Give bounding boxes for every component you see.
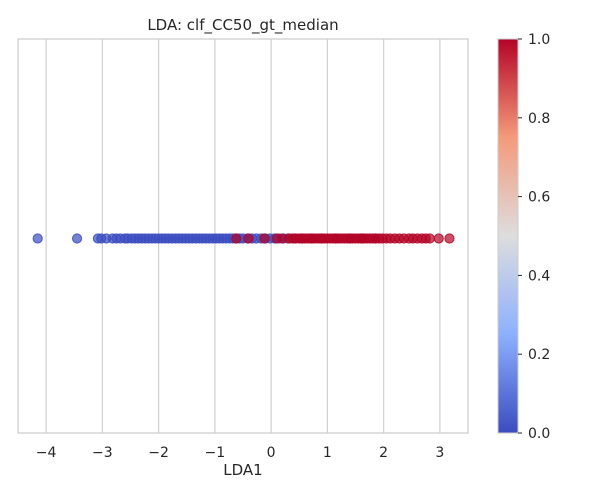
x-tick-label: 2 <box>379 445 388 461</box>
colorbar-tick-label: 0.0 <box>528 426 550 442</box>
data-point <box>424 233 435 244</box>
data-point <box>243 233 254 244</box>
colorbar-tick-label: 0.6 <box>528 190 550 206</box>
colorbar-tick-label: 0.8 <box>528 111 550 127</box>
x-tick-label: −3 <box>92 445 113 461</box>
data-point <box>433 233 444 244</box>
x-tick-label: 0 <box>267 445 276 461</box>
data-point <box>259 233 270 244</box>
colorbar <box>497 38 519 434</box>
x-tick-labels: −4 −3 −2 −1 0 1 2 3 <box>36 445 445 461</box>
colorbar-ticks: 0.0 0.2 0.4 0.6 0.8 1.0 <box>518 32 550 442</box>
x-tick-label: −2 <box>148 445 169 461</box>
colorbar-tick-label: 0.2 <box>528 347 550 363</box>
x-tick-label: −4 <box>36 445 57 461</box>
x-tick-label: 3 <box>435 445 444 461</box>
colorbar-tick-label: 1.0 <box>528 32 550 48</box>
data-point <box>71 233 83 244</box>
x-axis-label: LDA1 <box>223 461 262 479</box>
data-point <box>444 233 455 244</box>
x-tick-label: 1 <box>323 445 332 461</box>
chart-title: LDA: clf_CC50_gt_median <box>147 16 338 35</box>
colorbar-tick-label: 0.4 <box>528 268 550 284</box>
data-point <box>32 233 43 244</box>
data-point <box>231 233 242 244</box>
x-tick-label: −1 <box>205 445 226 461</box>
data-points <box>32 233 455 244</box>
plot-area-frame <box>17 38 469 434</box>
